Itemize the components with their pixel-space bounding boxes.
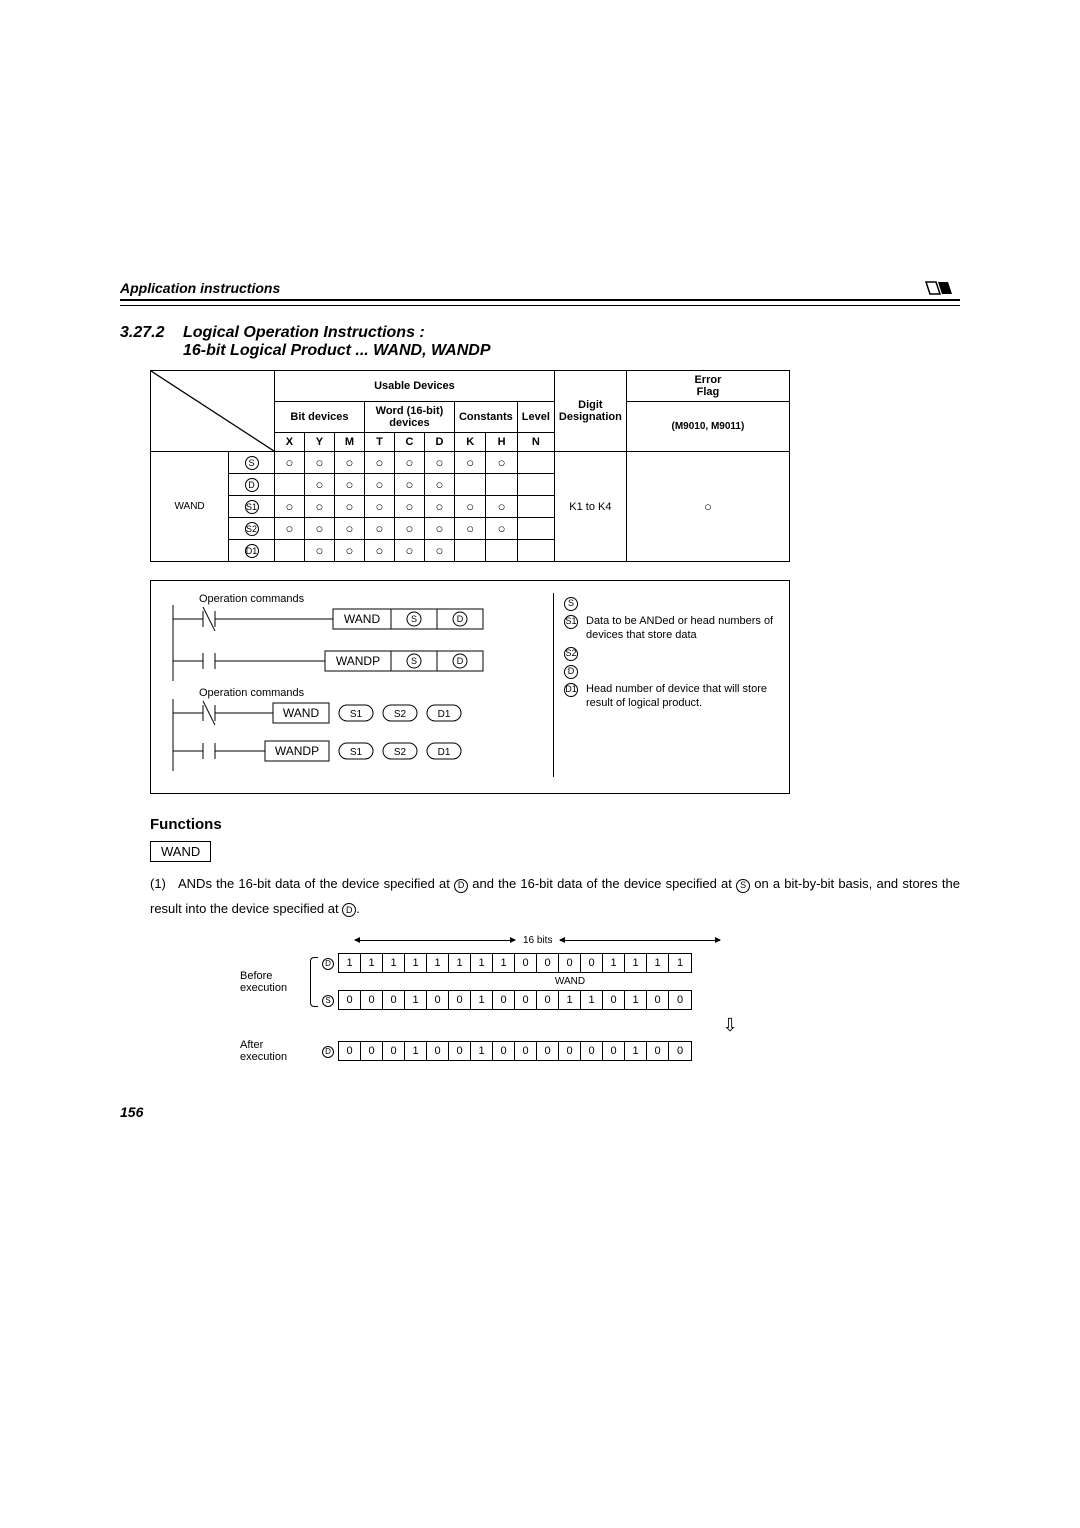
header-title: Application instructions	[120, 280, 924, 296]
svg-text:D1: D1	[438, 709, 451, 720]
before-label: Before execution	[240, 970, 310, 994]
usable-devices-table: Usable Devices Digit Designation ErrorFl…	[150, 370, 790, 562]
legend-data-text: Data to be ANDed or head numbers of devi…	[586, 614, 777, 643]
svg-text:D: D	[457, 656, 464, 666]
op-commands-label-1: Operation commands	[199, 593, 543, 605]
down-arrow-icon: ⇩	[500, 1015, 960, 1036]
after-label: After execution	[240, 1039, 310, 1063]
th-error: ErrorFlag	[626, 371, 789, 402]
bit-diagram: 16 bits Before execution D 1111111100001…	[240, 935, 960, 1064]
ladder-rung-3: WAND S1 S2 D1	[163, 699, 533, 737]
svg-text:S: S	[411, 656, 417, 666]
ladder-diagram: Operation commands WAND S	[150, 580, 790, 794]
section-heading: 3.27.2 Logical Operation Instructions : …	[120, 324, 960, 360]
svg-text:S2: S2	[394, 747, 407, 758]
svg-text:D: D	[457, 614, 464, 624]
svg-text:WANDP: WANDP	[275, 744, 319, 758]
page-number: 156	[120, 1104, 960, 1120]
legend-s2-icon: S2	[564, 647, 578, 661]
svg-text:WAND: WAND	[344, 612, 381, 626]
svg-text:WAND: WAND	[283, 706, 320, 720]
svg-text:S1: S1	[350, 709, 363, 720]
legend-s-icon: S	[564, 597, 578, 611]
th-digit: Digit Designation	[554, 371, 626, 452]
legend-d-icon: D	[564, 665, 578, 679]
svg-text:D1: D1	[438, 747, 451, 758]
th-bit: Bit devices	[274, 402, 364, 433]
ladder-rung-2: WANDP S D	[163, 647, 533, 681]
legend-d1-icon: D1	[564, 683, 578, 697]
legend-s1-icon: S1	[564, 615, 578, 629]
header-logo-icon	[924, 280, 960, 296]
section-title-2: 16-bit Logical Product ... WAND, WANDP	[183, 342, 491, 359]
svg-text:S1: S1	[350, 747, 363, 758]
th-m9010: (M9010, M9011)	[626, 402, 789, 452]
th-word: Word (16-bit) devices	[364, 402, 454, 433]
ladder-rung-1: WAND S D	[163, 605, 533, 647]
op-commands-label-2: Operation commands	[199, 687, 543, 699]
section-title-1: Logical Operation Instructions :	[183, 324, 425, 341]
svg-text:S2: S2	[394, 709, 407, 720]
functions-heading: Functions	[150, 816, 960, 833]
ladder-rung-4: WANDP S1 S2 D1	[163, 737, 533, 771]
legend-head-text: Head number of device that will store re…	[586, 682, 777, 711]
svg-text:WANDP: WANDP	[336, 654, 380, 668]
section-number: 3.27.2	[120, 324, 164, 342]
svg-text:S: S	[411, 614, 417, 624]
th-const: Constants	[454, 402, 517, 433]
th-level: Level	[517, 402, 554, 433]
wand-label: WAND	[150, 841, 211, 862]
paragraph-1: (1)ANDs the 16-bit data of the device sp…	[150, 872, 960, 921]
th-usable: Usable Devices	[274, 371, 554, 402]
